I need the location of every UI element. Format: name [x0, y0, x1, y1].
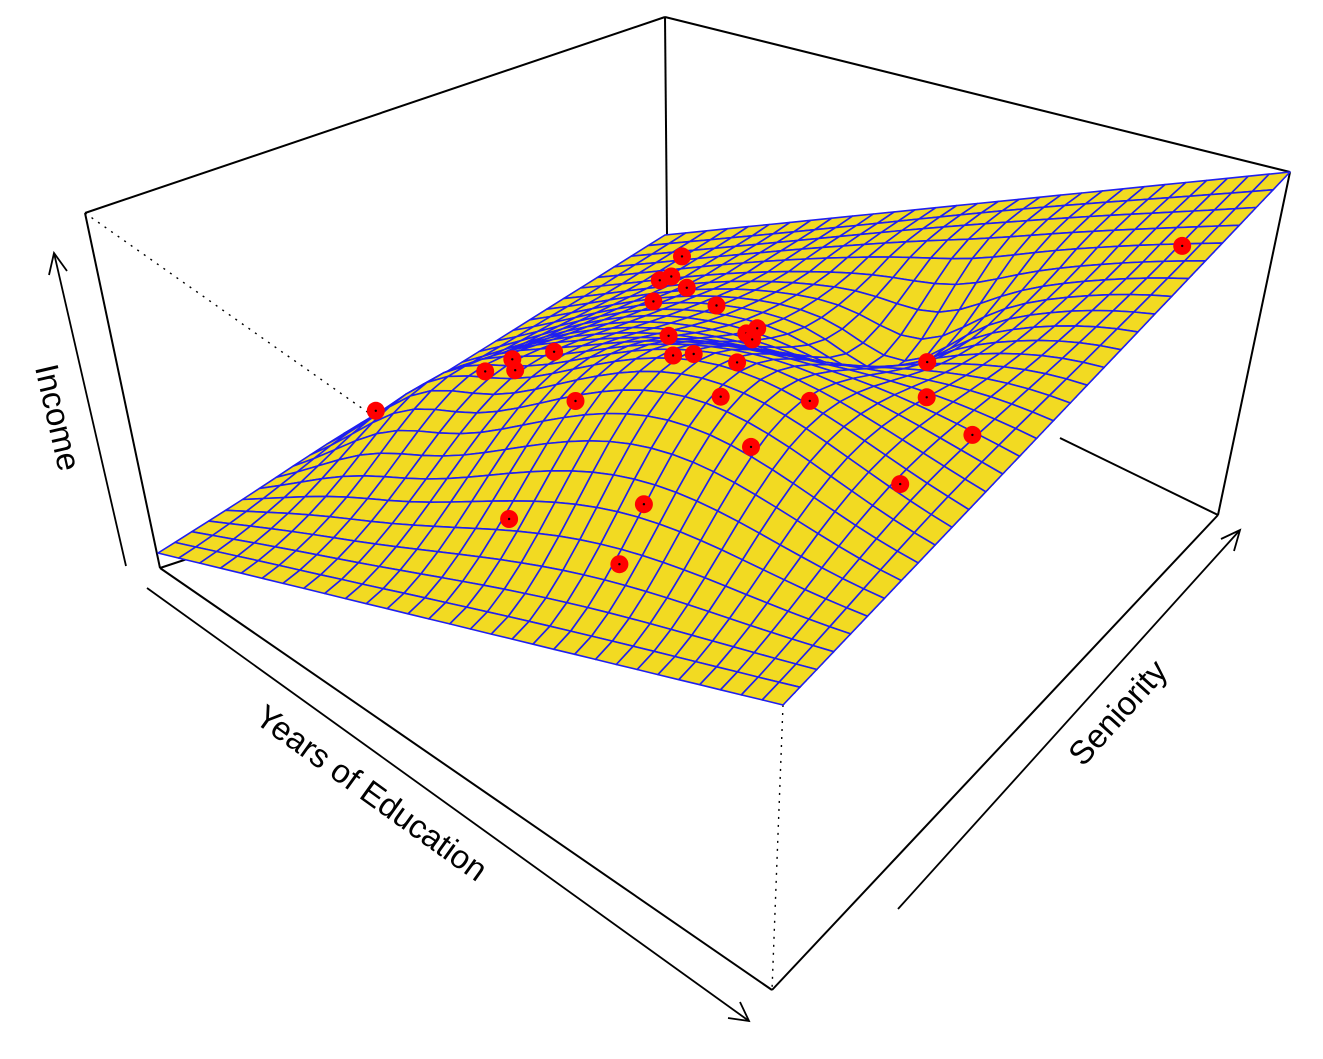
box-edge-back-vertical [664, 16, 668, 236]
x-axis-arrow-line [146, 587, 750, 1022]
data-point-center [735, 361, 739, 364]
data-points [366, 236, 1192, 574]
box-edge-bottom-right [771, 514, 1219, 991]
x-axis-arrowhead [727, 1001, 751, 1023]
data-point-center [680, 255, 684, 258]
z-axis-arrow-line [53, 252, 127, 567]
box-edge-top-left [84, 16, 666, 214]
box-edge-right-vertical [1217, 171, 1291, 516]
surface [157, 171, 1291, 706]
data-point-center [1181, 244, 1184, 248]
data-point-center [751, 338, 754, 341]
hidden-edge-3 [771, 704, 784, 991]
data-point-center [511, 358, 514, 361]
y-axis-title: Seniority [1061, 652, 1175, 772]
data-point-center [685, 286, 688, 289]
x-axis-title: Years of Education [249, 697, 495, 888]
data-point-center [749, 445, 753, 449]
data-point-center [374, 409, 377, 412]
data-point-center [756, 327, 759, 330]
y-axis-arrowhead [1220, 528, 1242, 552]
data-point-center [652, 300, 655, 303]
data-point-center [507, 517, 511, 521]
data-point-center [671, 354, 675, 357]
axis-arrows [48, 250, 1242, 1023]
data-point-center [514, 369, 517, 372]
box-edge-bottom-left [159, 567, 773, 991]
data-point-center [574, 399, 577, 403]
z-axis-arrowhead [48, 250, 68, 276]
z-axis-title: Income [28, 361, 88, 475]
box-edge-top-right [664, 16, 1291, 173]
surface-facet [761, 681, 801, 706]
data-point-center [658, 279, 661, 282]
data-point-center [642, 503, 646, 506]
data-point-center [719, 395, 722, 398]
box-edge-base-back-right [1059, 437, 1219, 516]
box-edge-left-vertical [84, 212, 161, 569]
data-point-center [552, 350, 556, 353]
data-point-center [670, 275, 673, 278]
data-point-center [925, 396, 928, 399]
data-point-center [667, 334, 670, 337]
data-point-center [926, 360, 929, 364]
data-point-center [899, 482, 902, 486]
y-axis-arrow-line [897, 529, 1241, 910]
data-point-center [715, 304, 718, 307]
data-point-center [484, 370, 487, 373]
data-point-center [808, 399, 811, 403]
data-point-center [692, 352, 695, 356]
data-point-center [971, 433, 974, 437]
data-point-center [618, 563, 621, 566]
box-edges [84, 16, 1291, 991]
